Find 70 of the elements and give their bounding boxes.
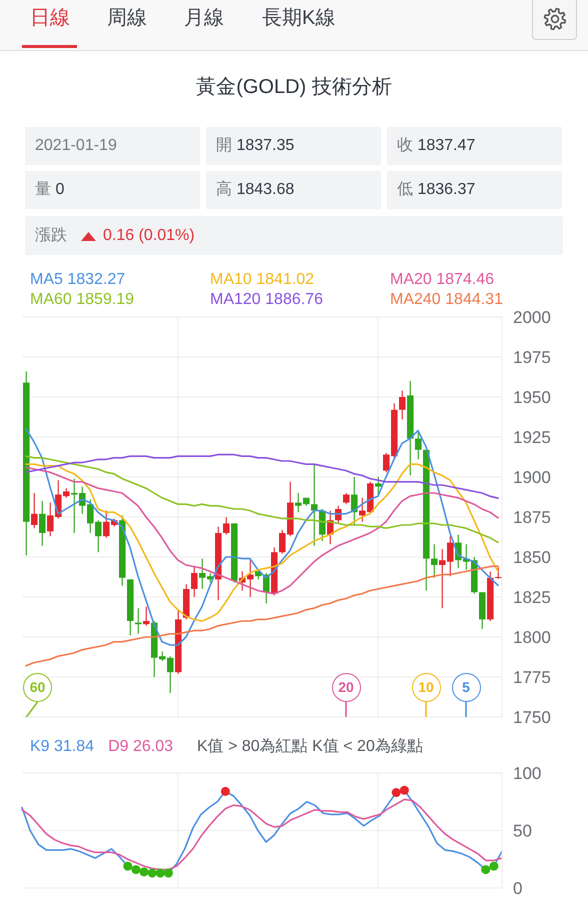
y-tick-label: 1800 <box>513 628 551 648</box>
point <box>140 867 149 876</box>
line-series <box>25 455 499 544</box>
candlestick <box>415 430 422 460</box>
text: K9 31.84 <box>30 737 94 757</box>
point <box>164 868 173 878</box>
text: 收 1837.47 <box>397 137 476 154</box>
candlestick <box>223 516 230 536</box>
candlestick <box>39 500 46 546</box>
y-tick-label: 1750 <box>513 708 551 728</box>
point <box>148 868 157 878</box>
y-tick-label: 1875 <box>513 508 551 528</box>
line-series <box>25 428 499 646</box>
text: MA60 1859.19 <box>30 290 136 310</box>
point <box>220 786 230 796</box>
y-tick-label: 1950 <box>513 388 551 408</box>
line-series <box>25 463 499 622</box>
point <box>156 868 165 878</box>
y-tick-label: 0 <box>513 879 522 898</box>
point <box>481 865 490 874</box>
annotation: 20 <box>332 672 360 702</box>
text: 2021-01-19 <box>35 137 117 154</box>
text: 長期K線 <box>262 6 336 30</box>
text: 低 1836.37 <box>397 181 476 198</box>
line-series <box>25 466 499 595</box>
text: MA240 1844.31 <box>390 290 504 310</box>
y-tick-label: 1975 <box>513 348 551 368</box>
y-tick-label: 1850 <box>513 548 551 568</box>
text: MA5 1832.27 <box>30 270 126 290</box>
annotation: 60 <box>23 672 52 702</box>
text: MA20 1874.46 <box>390 270 496 290</box>
text: 月線 <box>184 6 224 30</box>
y-tick-label: 50 <box>513 822 532 841</box>
text: 開 1837.35 <box>216 137 294 154</box>
text: K值 > 80為紅點 K值 < 20為綠點 <box>197 737 423 757</box>
point <box>489 862 498 871</box>
point <box>131 865 140 874</box>
y-tick-label: 1900 <box>513 468 551 488</box>
y-tick-label: 2000 <box>513 308 551 328</box>
line-series <box>25 565 499 667</box>
candlestick <box>135 608 142 634</box>
y-tick-label: 100 <box>513 764 542 784</box>
text: 漲跌 <box>35 226 67 246</box>
candlestick <box>399 390 406 420</box>
candlestick <box>375 476 382 497</box>
candlestick <box>431 544 438 578</box>
text: 日線 <box>30 6 70 30</box>
line-series <box>25 454 499 499</box>
text: 量 0 <box>35 181 64 198</box>
text: 周線 <box>107 6 147 30</box>
candlestick <box>143 606 150 626</box>
candlestick <box>495 566 502 580</box>
text: MA120 1886.76 <box>210 290 324 310</box>
y-tick-label: 1775 <box>513 668 551 688</box>
text: 黃金(GOLD) 技術分析 <box>195 75 393 100</box>
candlestick <box>31 492 38 529</box>
y-tick-label: 1925 <box>513 428 551 448</box>
text: D9 26.03 <box>108 737 173 757</box>
point <box>400 786 409 795</box>
point <box>123 862 132 871</box>
text: MA10 1841.02 <box>210 270 316 290</box>
candlestick <box>343 492 350 505</box>
y-tick-label: 1825 <box>513 588 551 608</box>
text: 高 1843.68 <box>216 181 294 198</box>
annotation: 10 <box>412 672 440 702</box>
candlestick <box>311 464 318 546</box>
point <box>392 788 401 798</box>
text: 0.16 (0.01%) <box>103 226 195 246</box>
annotation: 5 <box>452 672 480 702</box>
candlestick <box>191 566 198 598</box>
